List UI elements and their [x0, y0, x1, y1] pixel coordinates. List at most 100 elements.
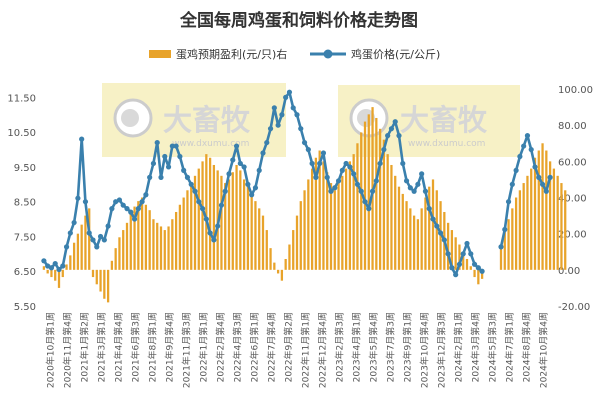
egg-price-point [513, 167, 519, 173]
egg-price-point [109, 206, 115, 212]
egg-price-point [320, 150, 327, 156]
x-axis-tick-label: 2021年6月第3周 [130, 312, 142, 382]
profit-bar [261, 215, 265, 270]
profit-bar [208, 157, 212, 270]
egg-price-point [105, 223, 111, 229]
profit-bar [193, 175, 197, 270]
egg-price-point [279, 112, 285, 118]
profit-bar [511, 208, 514, 270]
x-axis-tick-label: 2022年6月第1周 [249, 312, 261, 382]
egg-price-point [396, 133, 402, 139]
profit-bar [76, 233, 80, 270]
watermark-url: www.dxumu.com [172, 139, 249, 149]
profit-bar [99, 269, 102, 292]
egg-price-point [252, 185, 259, 191]
profit-bar [329, 183, 333, 270]
profit-bar [72, 242, 76, 270]
egg-price-point [347, 164, 353, 170]
profit-bar [258, 208, 261, 270]
profit-bar [480, 269, 484, 279]
profit-bar [564, 190, 567, 270]
profit-bar [129, 211, 132, 270]
x-axis-tick-label: 2024年7月第1周 [504, 312, 516, 382]
profit-bar [530, 168, 533, 270]
profit-bar [227, 179, 231, 270]
egg-price-point [67, 230, 73, 236]
profit-bar [348, 161, 352, 270]
profit-bar [462, 251, 465, 270]
left-axis-tick-label: 8.50 [14, 198, 36, 209]
profit-bar [250, 193, 253, 270]
egg-price-point [241, 164, 247, 170]
profit-bar [533, 157, 537, 270]
left-axis-tick-label: 7.50 [14, 232, 36, 243]
profit-bar [545, 150, 548, 270]
profit-bar [363, 121, 367, 270]
egg-price-point [147, 174, 153, 180]
profit-bar [477, 269, 480, 285]
profit-bar [454, 237, 457, 270]
profit-bar [61, 269, 64, 278]
egg-price-point [283, 94, 289, 100]
x-axis-tick-label: 2021年1月第2周 [79, 312, 91, 382]
profit-bar [122, 230, 125, 270]
profit-bar [465, 258, 469, 270]
profit-bar [54, 269, 57, 281]
x-axis-tick-label: 2024年3月第4周 [470, 312, 482, 382]
x-axis-tick-label: 2023年12月第3周 [436, 312, 448, 388]
profit-bar [171, 219, 174, 270]
egg-price-point [505, 199, 512, 205]
egg-price-point [294, 112, 300, 118]
egg-price-point [392, 119, 398, 125]
profit-bar [499, 244, 503, 270]
x-axis-tick-label: 2022年2月第4周 [215, 312, 227, 382]
egg-price-point [464, 240, 470, 247]
egg-price-point [211, 237, 217, 243]
profit-bar [552, 168, 556, 270]
profit-bar [390, 164, 393, 270]
profit-bar [386, 154, 389, 270]
watermark-left: 大畜牧 www.dxumu.com [102, 83, 286, 157]
egg-price-point [188, 181, 194, 187]
profit-bar [458, 244, 461, 270]
profit-bar [295, 215, 299, 270]
right-axis-tick-label: 20.00 [558, 230, 587, 241]
egg-price-point [343, 160, 349, 167]
egg-price-point [388, 126, 395, 132]
profit-bar [231, 172, 234, 270]
profit-bar [284, 258, 287, 270]
left-axis-tick-label: 6.50 [14, 267, 36, 278]
profit-bar [450, 230, 454, 270]
egg-price-point [203, 216, 209, 222]
egg-price-point [479, 268, 485, 274]
left-axis-tick-label: 5.50 [14, 302, 36, 313]
egg-price-point [502, 226, 508, 233]
egg-price-point [169, 143, 175, 149]
profit-bar [269, 248, 272, 270]
egg-price-point [324, 174, 330, 180]
profit-bar [148, 210, 151, 270]
egg-price-point [437, 230, 444, 236]
profit-bar [69, 255, 72, 270]
egg-price-point [245, 181, 251, 187]
profit-bar [201, 161, 204, 270]
profit-bar [526, 175, 529, 270]
x-axis-tick-label: 2023年9月第1周 [402, 312, 414, 382]
x-axis-tick-label: 2022年9月第2周 [283, 312, 295, 382]
egg-price-point [135, 206, 141, 212]
egg-price-point [313, 174, 319, 180]
egg-price-point [407, 185, 413, 191]
x-axis-tick-label: 2022年12月第4周 [317, 312, 329, 388]
egg-price-point [63, 244, 70, 250]
profit-bar [367, 114, 370, 270]
egg-price-point [86, 230, 92, 236]
profit-bar [118, 237, 121, 270]
profit-bar [220, 175, 223, 270]
egg-price-point [82, 199, 89, 205]
profit-bar [65, 264, 68, 270]
profit-bar [46, 269, 49, 274]
right-axis: -20.00 0.00 20.00 40.00 60.00 80.00 100.00 [558, 85, 593, 313]
profit-bar [303, 190, 306, 270]
egg-price-point [264, 139, 270, 146]
egg-price-point [460, 251, 466, 257]
